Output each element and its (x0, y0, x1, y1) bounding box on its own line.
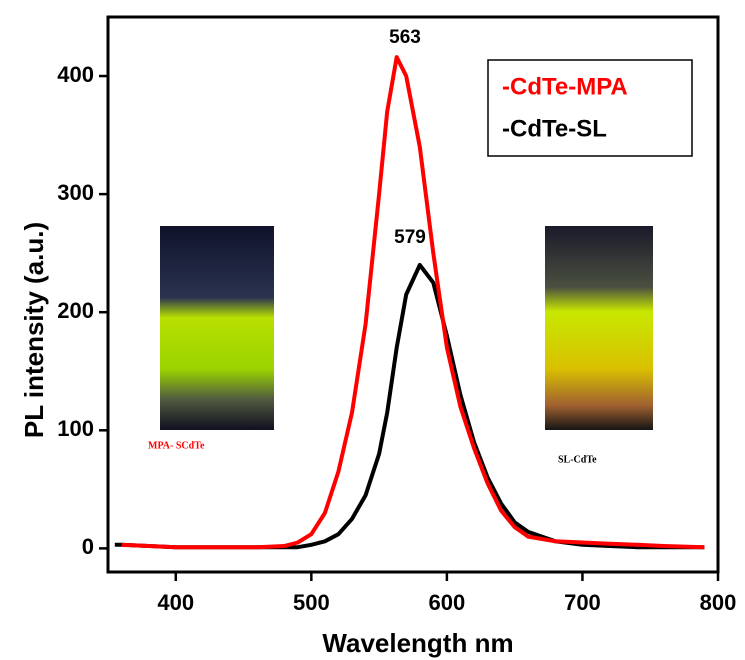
peak-label: 579 (394, 227, 426, 248)
y-tick-label: 400 (57, 62, 94, 87)
x-tick-label: 600 (429, 590, 466, 615)
x-tick-label: 500 (293, 590, 330, 615)
sample-photo (545, 226, 653, 430)
line-series (121, 55, 705, 550)
y-tick-label: 300 (57, 180, 94, 205)
plot-frame (106, 15, 720, 574)
sample-photo (160, 226, 274, 430)
x-tick-label: 400 (157, 590, 194, 615)
y-tick-label: 200 (57, 298, 94, 323)
y-tick-label: 0 (82, 534, 94, 559)
legend-box (487, 59, 693, 157)
x-tick-label: 700 (564, 590, 601, 615)
x-axis-label: Wavelength nm (322, 628, 513, 658)
x-tick-label: 800 (700, 590, 737, 615)
legend-label: -CdTe-MPA (502, 73, 628, 100)
y-axis-label: PL intensity (a.u.) (19, 222, 49, 438)
image-label: SL-CdTe (558, 454, 597, 465)
y-tick-label: 100 (57, 416, 94, 441)
peak-label: 563 (389, 27, 421, 48)
image-label: MPA- SCdTe (148, 440, 205, 451)
legend-label: -CdTe-SL (502, 115, 607, 142)
